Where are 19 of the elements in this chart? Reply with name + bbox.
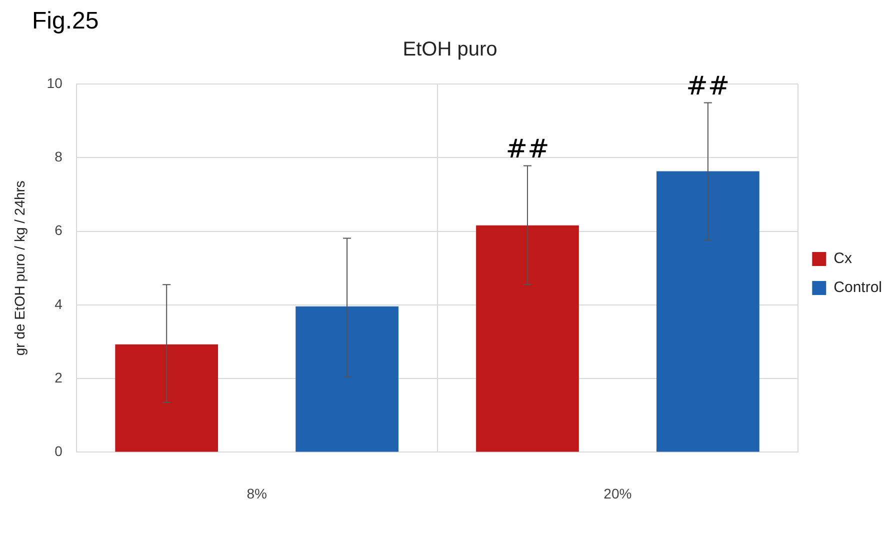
- y-tick-label: 6: [54, 222, 63, 238]
- y-axis-title: gr de EtOH puro / kg / 24hrs: [11, 180, 28, 356]
- bar: [296, 306, 398, 452]
- bar: [115, 344, 218, 452]
- y-tick-label: 10: [46, 74, 63, 91]
- legend-label: Control: [834, 279, 882, 296]
- y-tick-label: 4: [54, 296, 63, 312]
- annotation: ##: [686, 72, 730, 102]
- y-tick-label: 2: [54, 369, 63, 386]
- bar: [476, 225, 579, 452]
- caption: Fig.25: [32, 8, 99, 35]
- x-tick-label: 8%: [246, 485, 267, 502]
- y-tick-label: 0: [54, 443, 63, 460]
- bar: [656, 171, 760, 452]
- y-tick-label: 8: [54, 148, 63, 164]
- annotation: ##: [506, 134, 550, 164]
- legend-label: Cx: [834, 250, 852, 268]
- x-tick-label: 20%: [604, 485, 632, 502]
- chart-title: EtOH puro: [402, 38, 498, 61]
